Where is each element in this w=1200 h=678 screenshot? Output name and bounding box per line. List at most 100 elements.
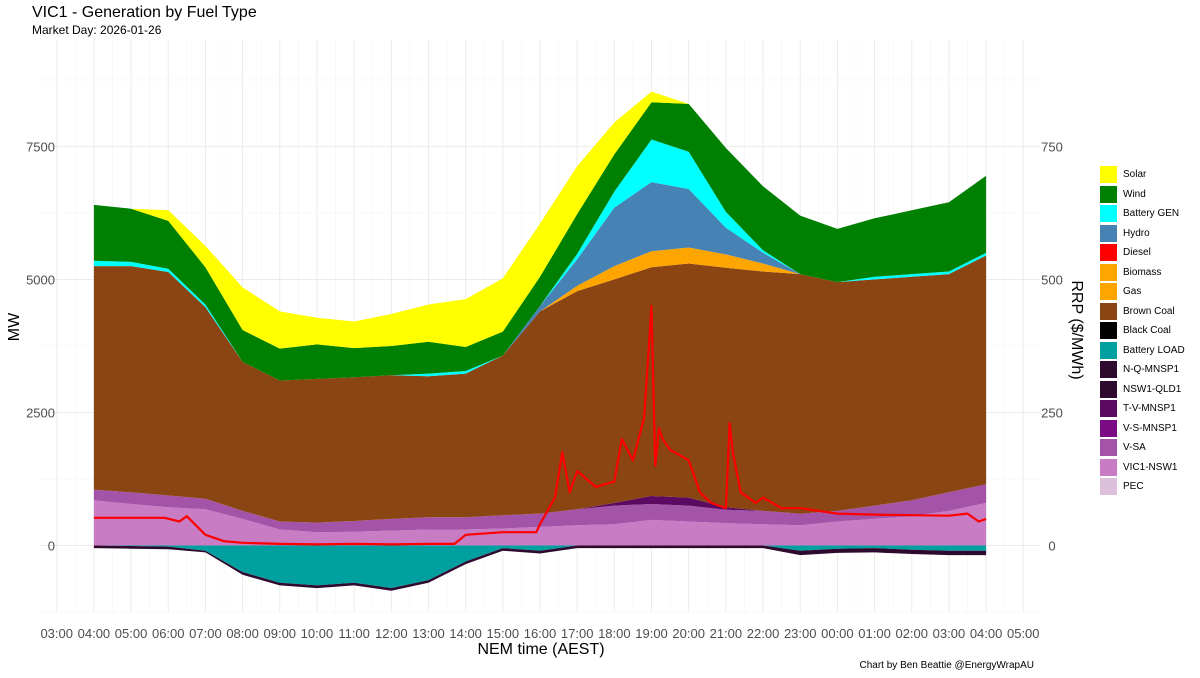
legend-swatch: [1100, 439, 1117, 457]
x-tick-label: 17:00: [561, 626, 594, 641]
area-wind: [93, 102, 987, 381]
x-tick-label: 12:00: [375, 626, 408, 641]
legend-swatch: [1100, 283, 1117, 301]
legend-swatch: [1100, 322, 1117, 340]
axis-ticks: 03:00 04:00 05:00 06:00 07:00 08:00 09:00 10:00…: [26, 139, 1063, 641]
legend-label: Gas: [1123, 286, 1142, 298]
legend-item: Gas: [1100, 282, 1185, 302]
legend-item: Brown Coal: [1100, 302, 1185, 322]
legend-label: PEC: [1123, 481, 1144, 493]
x-tick-label: 16:00: [524, 626, 557, 641]
x-tick-label: 03:00: [40, 626, 73, 641]
legend-label: Hydro: [1123, 227, 1150, 239]
legend-item: V-S-MNSP1: [1100, 419, 1185, 439]
x-tick-label: 04:00: [970, 626, 1003, 641]
legend-item: Wind: [1100, 185, 1185, 205]
legend-label: Battery LOAD: [1123, 344, 1185, 356]
legend-label: V-SA: [1123, 442, 1146, 454]
chart-title: VIC1 - Generation by Fuel Type: [32, 4, 257, 21]
legend-swatch: [1100, 205, 1117, 223]
x-tick-label: 01:00: [858, 626, 891, 641]
x-tick-label: 06:00: [152, 626, 185, 641]
legend-swatch: [1100, 166, 1117, 184]
x-tick-label: 23:00: [784, 626, 817, 641]
x-tick-label: 00:00: [821, 626, 854, 641]
y2-tick-label: 250: [1041, 405, 1063, 420]
x-tick-label: 22:00: [747, 626, 780, 641]
legend-label: Wind: [1123, 188, 1146, 200]
legend-swatch: [1100, 400, 1117, 418]
legend-label: Black Coal: [1123, 325, 1171, 337]
legend-item: NSW1-QLD1: [1100, 380, 1185, 400]
legend-item: VIC1-NSW1: [1100, 458, 1185, 478]
legend-label: NSW1-QLD1: [1123, 383, 1182, 395]
legend-swatch: [1100, 341, 1117, 359]
legend-swatch: [1100, 302, 1117, 320]
y-axis-label: MW: [6, 312, 23, 341]
stacked-areas: [93, 91, 987, 591]
legend-item: Black Coal: [1100, 321, 1185, 341]
area-v-sa: [93, 484, 987, 533]
legend-label: N-Q-MNSP1: [1123, 364, 1180, 376]
y2-tick-label: 500: [1041, 272, 1063, 287]
x-tick-label: 05:00: [115, 626, 148, 641]
x-tick-label: 20:00: [672, 626, 705, 641]
rrp-line: [93, 304, 987, 546]
legend-swatch: [1100, 380, 1117, 398]
legend-swatch: [1100, 185, 1117, 203]
area-vic1-nsw1: [93, 500, 987, 546]
y-tick-label: 0: [48, 538, 55, 553]
y-tick-label: 2500: [26, 405, 55, 420]
x-tick-label: 11:00: [338, 626, 370, 641]
legend-item: Battery GEN: [1100, 204, 1185, 224]
y-tick-label: 7500: [26, 139, 55, 154]
area-battery-load: [93, 545, 987, 589]
legend-item: Biomass: [1100, 263, 1185, 283]
legend-item: N-Q-MNSP1: [1100, 360, 1185, 380]
legend-label: Solar: [1123, 169, 1147, 181]
legend-item: T-V-MNSP1: [1100, 399, 1185, 419]
x-tick-label: 02:00: [895, 626, 928, 641]
chart-subtitle: Market Day: 2026-01-26: [32, 23, 162, 37]
y2-tick-label: 0: [1048, 538, 1055, 553]
x-tick-label: 05:00: [1007, 626, 1040, 641]
x-tick-label: 07:00: [189, 626, 222, 641]
area-nsw1-qld1: [93, 545, 987, 591]
chart-caption: Chart by Ben Beattie @EnergyWrapAU: [859, 660, 1035, 671]
x-tick-label: 18:00: [598, 626, 631, 641]
x-tick-label: 19:00: [635, 626, 668, 641]
rrp-line-layer: [93, 304, 987, 546]
legend-item: Battery LOAD: [1100, 341, 1185, 361]
legend-item: PEC: [1100, 477, 1185, 497]
legend-item: Solar: [1100, 165, 1185, 185]
x-tick-label: 08:00: [226, 626, 259, 641]
legend-label: Diesel: [1123, 247, 1151, 259]
x-tick-label: 21:00: [710, 626, 743, 641]
legend-swatch: [1100, 263, 1117, 281]
legend-swatch: [1100, 458, 1117, 476]
legend-swatch: [1100, 224, 1117, 242]
x-tick-label: 09:00: [264, 626, 297, 641]
legend-swatch: [1100, 244, 1117, 262]
x-tick-label: 14:00: [449, 626, 482, 641]
legend-label: Battery GEN: [1123, 208, 1180, 220]
legend-label: VIC1-NSW1: [1123, 461, 1178, 473]
legend-item: Diesel: [1100, 243, 1185, 263]
legend-label: Biomass: [1123, 266, 1162, 278]
x-tick-label: 15:00: [487, 626, 520, 641]
legend-swatch: [1100, 361, 1117, 379]
legend-swatch: [1100, 478, 1117, 496]
legend-swatch: [1100, 419, 1117, 437]
y-tick-label: 5000: [26, 272, 55, 287]
y2-axis-label: RRP ($/MWh): [1068, 280, 1085, 379]
legend-label: Brown Coal: [1123, 305, 1175, 317]
x-tick-label: 13:00: [412, 626, 445, 641]
y2-tick-label: 750: [1041, 139, 1063, 154]
legend-label: T-V-MNSP1: [1123, 403, 1176, 415]
x-tick-label: 04:00: [78, 626, 111, 641]
legend-item: V-SA: [1100, 438, 1185, 458]
area-brown-coal: [93, 255, 987, 523]
legend: Solar Wind Battery GEN Hydro Diesel Biomass Ga…: [1100, 165, 1185, 497]
x-tick-label: 03:00: [933, 626, 966, 641]
